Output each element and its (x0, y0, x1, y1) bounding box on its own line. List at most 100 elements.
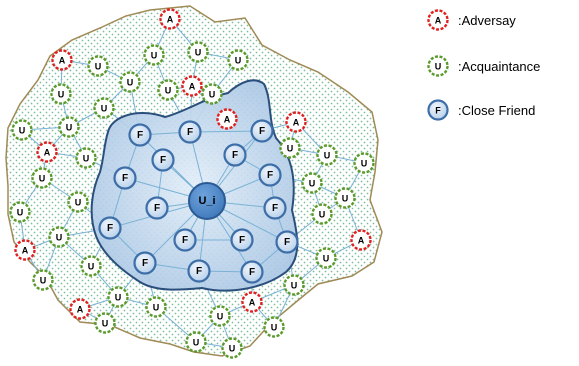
node-label: U (17, 208, 24, 218)
node-label: F (249, 267, 255, 278)
node-label: F (107, 223, 113, 234)
friend-node: F (173, 228, 197, 252)
friend-node: F (128, 123, 152, 147)
node-label: F (239, 235, 245, 246)
acquaintance-node: U (87, 55, 109, 77)
friend-node: F (133, 251, 157, 275)
node-label: A (293, 118, 300, 128)
node-label: U (83, 154, 90, 164)
node-label: A (44, 148, 51, 158)
node-label: U (56, 233, 63, 243)
acquaintance-node: U (201, 83, 223, 105)
friend-node: F (145, 196, 169, 220)
node-label: U (165, 86, 172, 96)
legend-symbol-label: F (435, 106, 441, 116)
node-label: U (95, 62, 102, 72)
acquaintance-node: U (48, 226, 70, 248)
node-label: U (319, 210, 326, 220)
center-label: U_i (198, 195, 215, 207)
acquaintance-node: U (145, 296, 167, 318)
adversary-node: A (14, 239, 36, 261)
node-label: U (271, 323, 278, 333)
legend-label: :Acquaintance (458, 59, 540, 74)
acquaintance-node: U (31, 167, 53, 189)
acquaintance-node: U (185, 331, 207, 353)
acquaintance-node: U (107, 286, 129, 308)
node-label: F (187, 127, 193, 138)
acquaintance-node: U (221, 337, 243, 359)
legend-label: :Close Friend (458, 103, 535, 118)
node-label: F (284, 237, 290, 248)
adversary-legend-symbol (427, 9, 449, 31)
acquaintance-node: U (50, 83, 72, 105)
acquaintance-node: U (209, 305, 231, 327)
friend-node: F (187, 259, 211, 283)
friend-node: F (275, 230, 299, 254)
legend: A :Adversay U :Acquaintance F :Close Friend (427, 9, 540, 121)
acquaintance-node: U (263, 316, 285, 338)
acquaintance-node: U (67, 191, 89, 213)
node-label: F (122, 173, 128, 184)
adversary-node: A (36, 141, 58, 163)
node-label: U (102, 319, 109, 329)
adversary-node: A (241, 291, 263, 313)
acquaintance-node: U (143, 44, 165, 66)
node-label: U (39, 174, 46, 184)
node-label: A (22, 246, 29, 256)
legend-item-acquaintance: U :Acquaintance (427, 55, 540, 77)
node-label: U (195, 48, 202, 58)
node-label: U (324, 151, 331, 161)
adversary-node: A (181, 75, 203, 97)
node-label: U (287, 144, 294, 154)
friend-node: F (151, 148, 175, 172)
friend-node: F (250, 119, 274, 143)
node-label: U (151, 51, 158, 61)
node-label: U (229, 344, 236, 354)
node-label: U (127, 78, 134, 88)
node-label: F (196, 266, 202, 277)
acquaintance-node: U (316, 144, 338, 166)
node-label: F (137, 130, 143, 141)
legend-item-adversary: A :Adversay (427, 9, 516, 31)
node-label: U (361, 159, 368, 169)
node-label: U (193, 338, 200, 348)
node-label: A (224, 115, 231, 125)
acquaintance-node: U (283, 274, 305, 296)
node-label: F (154, 203, 160, 214)
legend-symbol-label: A (435, 16, 442, 26)
node-label: F (160, 155, 166, 166)
node-label: U (19, 126, 26, 136)
legend-symbol-label: U (435, 62, 442, 72)
acquaintance-node: U (227, 49, 249, 71)
adversary-node: A (285, 111, 307, 133)
node-label: U (66, 123, 73, 133)
adversary-node: A (216, 108, 238, 130)
acquaintance-node: U (32, 269, 54, 291)
acquaintance-node: U (119, 71, 141, 93)
acquaintance-node: U (187, 41, 209, 63)
friend-node: F (178, 120, 202, 144)
friend-node: F (230, 228, 254, 252)
center-user-node: U_i (188, 182, 226, 220)
friend-node: F (223, 143, 247, 167)
acquaintance-node: U (311, 203, 333, 225)
network-nodes: U U U U U U U U U U U U U U U U U U U U U U U U U U U U U U U U U A A A A A A A… (9, 8, 375, 359)
acquaintance-legend-symbol (427, 55, 449, 77)
adversary-node: A (350, 229, 372, 251)
acquaintance-node: U (80, 255, 102, 277)
node-label: U (115, 293, 122, 303)
adversary-node: A (69, 298, 91, 320)
friend-node: F (98, 216, 122, 240)
node-label: U (323, 254, 330, 264)
node-label: U (217, 312, 224, 322)
node-label: U (309, 179, 316, 189)
acquaintance-node: U (301, 172, 323, 194)
node-label: A (249, 298, 256, 308)
node-label: U (40, 276, 47, 286)
legend-label: :Adversay (458, 13, 516, 28)
node-label: U (209, 90, 216, 100)
friend-node: F (113, 166, 137, 190)
acquaintance-node: U (9, 201, 31, 223)
adversary-node: A (159, 8, 181, 30)
